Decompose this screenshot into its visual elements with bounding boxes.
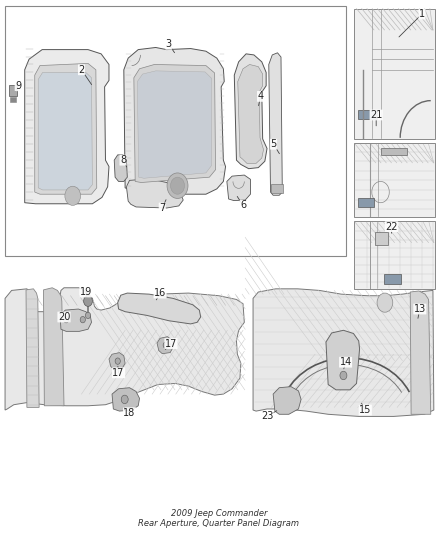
Bar <box>5 6 346 256</box>
Circle shape <box>80 317 85 323</box>
Circle shape <box>121 395 128 403</box>
Bar <box>358 110 378 119</box>
Text: 8: 8 <box>120 155 126 165</box>
Text: 14: 14 <box>339 357 352 367</box>
Text: 17: 17 <box>165 338 177 349</box>
Text: 13: 13 <box>414 304 426 314</box>
Text: 17: 17 <box>113 368 125 378</box>
Polygon shape <box>157 337 173 354</box>
Circle shape <box>65 186 81 205</box>
Bar <box>354 143 435 217</box>
Text: 9: 9 <box>15 81 21 91</box>
Polygon shape <box>5 288 244 410</box>
Circle shape <box>340 371 347 379</box>
Polygon shape <box>118 293 201 324</box>
Polygon shape <box>43 288 64 406</box>
Bar <box>271 183 283 193</box>
Polygon shape <box>227 175 251 200</box>
Polygon shape <box>269 53 283 195</box>
Polygon shape <box>234 54 267 168</box>
Polygon shape <box>273 386 301 414</box>
Text: 7: 7 <box>159 203 166 213</box>
Polygon shape <box>109 353 125 369</box>
Text: 2: 2 <box>78 65 85 75</box>
Text: 3: 3 <box>166 39 172 49</box>
Polygon shape <box>38 72 92 190</box>
Text: 20: 20 <box>58 312 70 322</box>
Polygon shape <box>26 289 39 407</box>
Circle shape <box>377 293 393 312</box>
Text: 6: 6 <box>240 200 246 211</box>
Circle shape <box>64 317 69 323</box>
Bar <box>375 232 389 245</box>
Circle shape <box>167 173 188 198</box>
Circle shape <box>84 296 92 306</box>
Text: 4: 4 <box>258 91 264 101</box>
Polygon shape <box>253 289 434 416</box>
Polygon shape <box>112 387 140 411</box>
Text: 19: 19 <box>80 287 92 297</box>
Polygon shape <box>134 64 215 182</box>
Text: 15: 15 <box>359 405 371 415</box>
Bar <box>354 9 435 139</box>
Text: 5: 5 <box>270 139 277 149</box>
Polygon shape <box>60 309 92 332</box>
Bar <box>384 274 401 284</box>
Bar <box>354 221 435 289</box>
Polygon shape <box>25 50 109 204</box>
Bar <box>358 198 374 207</box>
Polygon shape <box>326 330 360 390</box>
Polygon shape <box>238 64 264 164</box>
Text: 23: 23 <box>261 411 273 422</box>
Circle shape <box>115 358 120 365</box>
Text: 16: 16 <box>154 288 166 298</box>
Text: 2009 Jeep Commander
Rear Aperture, Quarter Panel Diagram: 2009 Jeep Commander Rear Aperture, Quart… <box>138 508 300 528</box>
Polygon shape <box>127 179 183 208</box>
Text: 1: 1 <box>419 9 425 19</box>
Polygon shape <box>35 63 97 194</box>
Text: 18: 18 <box>124 408 136 418</box>
Text: 22: 22 <box>385 222 398 232</box>
Circle shape <box>85 312 91 319</box>
Text: 21: 21 <box>370 110 382 120</box>
Circle shape <box>170 177 184 194</box>
Polygon shape <box>114 155 127 181</box>
Polygon shape <box>138 71 212 178</box>
Circle shape <box>163 342 168 349</box>
Polygon shape <box>410 291 431 414</box>
Bar <box>10 85 17 96</box>
Bar <box>381 149 407 155</box>
Polygon shape <box>124 47 226 194</box>
Bar <box>11 98 16 102</box>
